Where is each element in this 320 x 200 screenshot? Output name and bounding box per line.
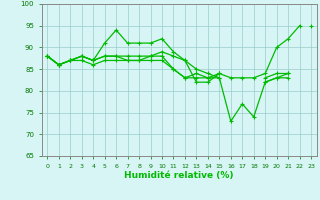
X-axis label: Humidité relative (%): Humidité relative (%) bbox=[124, 171, 234, 180]
